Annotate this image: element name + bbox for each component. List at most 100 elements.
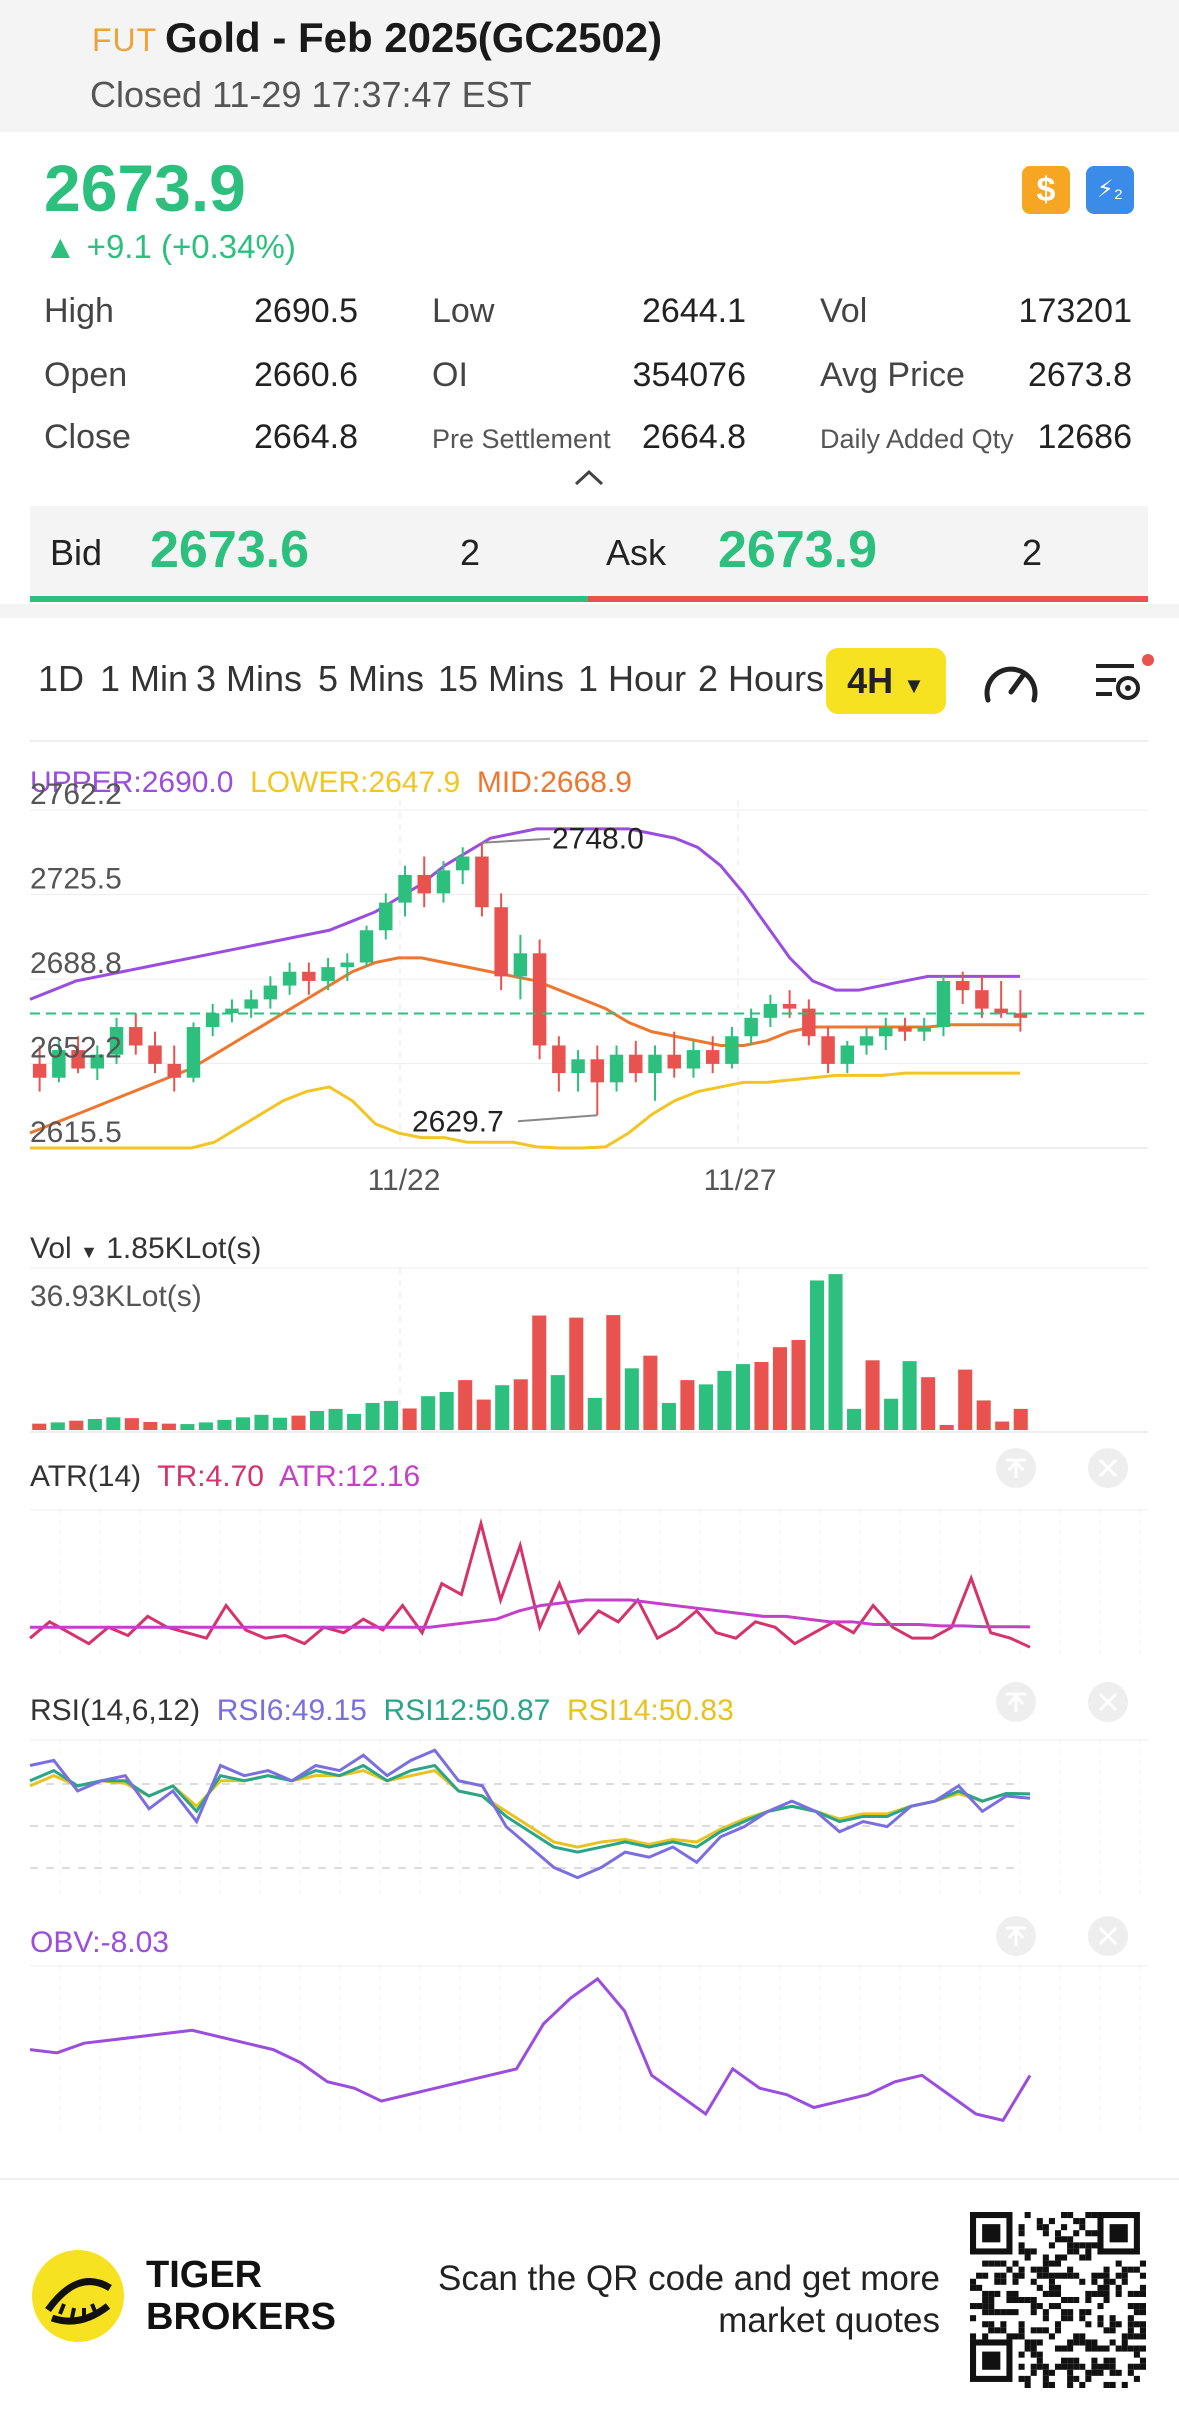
volume-bar — [735, 1364, 750, 1430]
qr-module — [1024, 2248, 1031, 2255]
chart-settings-icon[interactable] — [1090, 654, 1154, 710]
qr-module — [1054, 2363, 1062, 2370]
qr-module — [988, 2296, 995, 2304]
volume-bar — [550, 1375, 565, 1430]
volume-bar — [235, 1417, 250, 1430]
qr-module — [1024, 2375, 1031, 2382]
qr-module — [1073, 2230, 1080, 2237]
qr-module — [1048, 2218, 1055, 2225]
volume-bar — [754, 1361, 769, 1430]
qr-module — [1054, 2236, 1062, 2243]
volume-bar — [272, 1417, 288, 1430]
candle-body — [552, 1045, 566, 1074]
qr-module — [1030, 2327, 1037, 2334]
brand-name: TIGER BROKERS — [146, 2254, 336, 2338]
qr-module — [1030, 2309, 1037, 2316]
candle-body — [398, 874, 412, 903]
qr-module — [1127, 2327, 1134, 2334]
qr-module — [1133, 2363, 1140, 2370]
vol-legend[interactable]: Vol ▼ 1.85KLot(s) — [30, 1232, 261, 1266]
stat-label-daily-added-qty: Daily Added Qty — [820, 424, 1014, 454]
qr-module — [1097, 2284, 1104, 2291]
footer-divider — [0, 2178, 1179, 2180]
qr-module — [1085, 2290, 1092, 2297]
tab-1-hour[interactable]: 1 Hour — [578, 658, 687, 699]
qr-module — [1030, 2345, 1037, 2352]
dollar-icon[interactable]: $ — [1022, 166, 1070, 214]
qr-code[interactable] — [970, 2212, 1146, 2388]
qr-module — [1000, 2278, 1007, 2285]
level2-icon[interactable]: ⚡₂ — [1086, 166, 1134, 214]
qr-module — [1036, 2284, 1043, 2291]
volume-bar — [106, 1417, 121, 1430]
qr-module — [1012, 2272, 1019, 2279]
qr-module — [1036, 2224, 1043, 2231]
bid-qty: 2 — [460, 532, 481, 573]
page-title[interactable]: Gold - Feb 2025(GC2502) — [165, 14, 663, 61]
qr-module — [1067, 2381, 1074, 2388]
tab-1d[interactable]: 1D — [38, 658, 85, 699]
candle-body — [609, 1054, 624, 1083]
price-chart[interactable]: 2762.2 2725.5 2688.8 2652.2 2615.5 11/22 11/27… — [0, 750, 1179, 2170]
volume-bar — [476, 1399, 491, 1430]
qr-module — [1042, 2290, 1049, 2297]
qr-module — [1006, 2266, 1013, 2273]
chevron-up-icon[interactable] — [572, 466, 606, 490]
volume-bar — [939, 1424, 954, 1430]
candle-body — [225, 1008, 239, 1014]
qr-module — [1024, 2381, 1031, 2388]
qr-module — [1042, 2272, 1049, 2279]
high-annotation: 2748.0 — [552, 823, 644, 856]
gauge-icon[interactable] — [980, 656, 1042, 708]
close-glyph — [1098, 1458, 1118, 1478]
rsi-legend: RSI(14,6,12) RSI6:49.15 RSI12:50.87 RSI1… — [30, 1694, 734, 1728]
tab-2-hours[interactable]: 2 Hours — [698, 658, 825, 699]
rsi14-line — [29, 1768, 1031, 1849]
volume-bar — [32, 1423, 47, 1430]
qr-module — [1036, 2303, 1043, 2310]
qr-module — [1133, 2309, 1140, 2316]
qr-module — [1018, 2230, 1025, 2237]
qr-module — [1030, 2351, 1037, 2358]
tab-3-mins[interactable]: 3 Mins — [196, 658, 303, 699]
qr-module — [1018, 2296, 1025, 2304]
candle-body — [109, 1027, 124, 1055]
tabs-underline — [30, 740, 1148, 742]
candle-body — [513, 953, 528, 977]
candle-body — [205, 1013, 220, 1028]
qr-module — [1139, 2333, 1146, 2340]
volume-bar — [606, 1315, 621, 1430]
qr-module — [1030, 2278, 1037, 2285]
candle-body — [1013, 1013, 1028, 1018]
qr-module — [1097, 2272, 1104, 2279]
tab-4h-selected[interactable]: 4H ▼ — [826, 648, 946, 714]
qr-module — [994, 2260, 1001, 2267]
volume-bar — [50, 1422, 65, 1430]
qr-module — [1048, 2290, 1055, 2297]
qr-finder-core — [1109, 2224, 1128, 2243]
price-tick-label: 2762.2 — [30, 778, 122, 811]
qr-module — [1006, 2333, 1013, 2340]
qr-module — [1079, 2242, 1086, 2249]
qr-module — [1121, 2381, 1128, 2388]
bid-label: Bid — [50, 532, 103, 573]
tab-5-mins[interactable]: 5 Mins — [318, 658, 425, 699]
tab-15-mins[interactable]: 15 Mins — [438, 658, 565, 699]
qr-module — [1042, 2309, 1049, 2316]
tab-1-min[interactable]: 1 Min — [100, 658, 189, 699]
qr-module — [1067, 2266, 1074, 2273]
qr-module — [1054, 2230, 1062, 2237]
stat-label-open: Open — [44, 356, 128, 394]
qr-module — [982, 2296, 989, 2304]
price-tick-label: 2615.5 — [30, 1116, 122, 1149]
qr-module — [1139, 2309, 1146, 2316]
tiger-brokers-logo — [32, 2250, 124, 2342]
stat-label-high: High — [44, 292, 114, 330]
ask-qty: 2 — [1022, 532, 1043, 573]
volume-bar — [328, 1408, 343, 1430]
stat-value-high: 2690.5 — [254, 292, 358, 330]
caret-down-icon: ▼ — [903, 673, 925, 698]
qr-module — [1085, 2212, 1092, 2219]
candle-body — [725, 1036, 739, 1064]
pin-top-glyph — [1006, 1458, 1026, 1478]
